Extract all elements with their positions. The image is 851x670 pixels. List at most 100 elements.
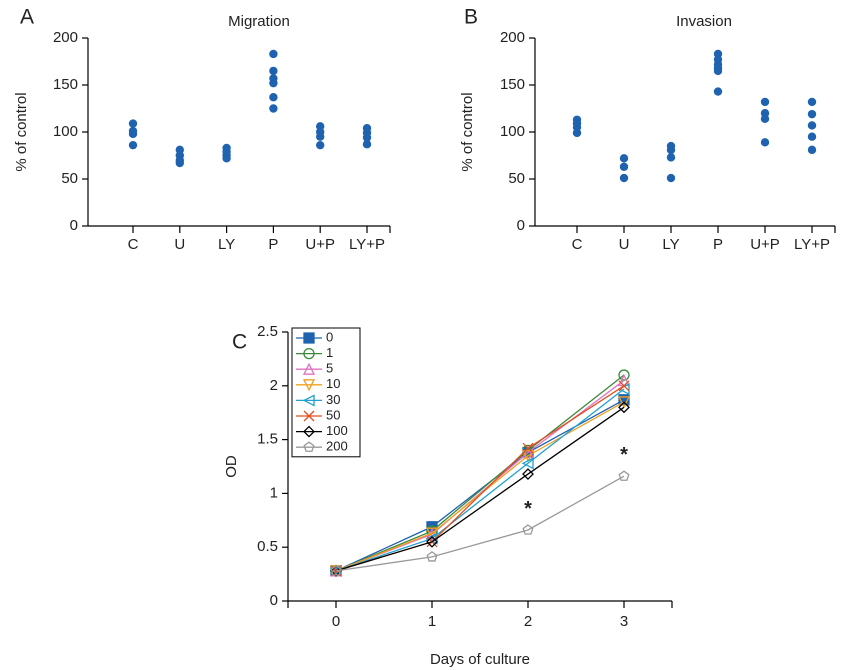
y-tick-label: 200 [53, 29, 78, 46]
dot [619, 154, 629, 163]
x-tick-label: 1 [428, 613, 436, 630]
marker [521, 450, 535, 463]
dot [760, 114, 770, 124]
dot [760, 97, 770, 107]
y-tick-label: 2 [270, 377, 278, 394]
marker [425, 527, 439, 540]
dot [316, 140, 325, 150]
panel-label: C [232, 331, 247, 354]
dot [619, 162, 629, 171]
series-line [335, 406, 625, 572]
y-axis-label: % of control [459, 92, 476, 171]
dot [222, 154, 231, 163]
y-tick-label: 50 [61, 170, 78, 187]
x-tick-label: U+P [305, 236, 335, 253]
marker [302, 379, 316, 392]
chart-title: Invasion [676, 13, 732, 30]
marker [617, 396, 631, 409]
dot [128, 119, 138, 128]
dot [760, 138, 770, 147]
panel-label: A [20, 6, 34, 29]
x-tick-label: C [572, 236, 583, 253]
marker [303, 332, 315, 344]
marker [522, 524, 534, 535]
y-tick-label: 0 [517, 217, 525, 234]
series-line [335, 388, 625, 572]
dot [269, 66, 278, 76]
series-line [335, 374, 625, 572]
x-tick-label: U [174, 236, 185, 253]
legend-label: 100 [326, 423, 348, 438]
y-axis-label: % of control [13, 92, 30, 171]
x-tick-label: LY+P [349, 236, 385, 253]
marker [618, 380, 630, 392]
dot [713, 66, 723, 76]
x-tick-label: 3 [620, 613, 628, 630]
dot [316, 132, 325, 141]
legend-box [291, 327, 361, 458]
x-tick-label: C [128, 236, 139, 253]
legend-label: 10 [326, 376, 340, 391]
panel-label: B [464, 6, 478, 29]
dot [269, 93, 278, 102]
dot [269, 104, 278, 113]
x-tick-label: 2 [524, 613, 532, 630]
y-tick-label: 100 [500, 123, 525, 140]
marker [302, 362, 316, 375]
dot [572, 128, 582, 138]
legend-label: 50 [326, 407, 340, 422]
x-tick-label: P [713, 236, 723, 253]
y-tick-label: 200 [500, 29, 525, 46]
y-tick-label: 2.5 [257, 323, 278, 340]
dot [807, 109, 817, 119]
dot [269, 49, 278, 59]
x-tick-label: LY [662, 236, 679, 253]
y-axis-label: OD [223, 455, 240, 478]
marker [522, 442, 534, 454]
y-tick-label: 0 [270, 592, 278, 609]
marker [303, 425, 315, 438]
legend-label: 0 [326, 329, 333, 344]
x-tick-label: U+P [750, 236, 780, 253]
y-tick-label: 0.5 [257, 538, 278, 555]
dot [666, 173, 676, 183]
dot [666, 145, 676, 155]
marker [303, 410, 315, 422]
series-line [335, 475, 625, 572]
y-tick-label: 1 [270, 484, 278, 501]
marker [303, 441, 315, 452]
marker [522, 468, 534, 480]
dot [807, 132, 817, 141]
marker [426, 535, 438, 548]
y-tick-label: 50 [508, 170, 525, 187]
series-line [335, 401, 625, 572]
dot [128, 140, 138, 150]
legend-label: 200 [326, 439, 348, 454]
dot [807, 145, 817, 155]
marker [618, 470, 630, 481]
marker [302, 394, 315, 407]
marker [426, 551, 438, 562]
dot [666, 153, 676, 162]
marker [521, 446, 535, 459]
marker [618, 401, 630, 414]
marker [618, 369, 630, 381]
dot [362, 133, 372, 142]
x-tick-label: LY+P [794, 236, 830, 253]
x-tick-label: P [268, 236, 278, 253]
legend-label: 30 [326, 392, 340, 407]
marker [330, 565, 342, 576]
chart-title: Migration [228, 13, 290, 30]
dot [713, 87, 723, 96]
annotation: * [620, 444, 628, 466]
dot [807, 121, 817, 130]
dot [269, 78, 278, 88]
marker [330, 564, 342, 577]
dot [619, 173, 629, 183]
y-tick-label: 0 [70, 217, 78, 234]
y-tick-label: 100 [53, 123, 78, 140]
x-tick-label: LY [218, 236, 235, 253]
marker [521, 457, 534, 470]
x-tick-label: U [619, 236, 630, 253]
